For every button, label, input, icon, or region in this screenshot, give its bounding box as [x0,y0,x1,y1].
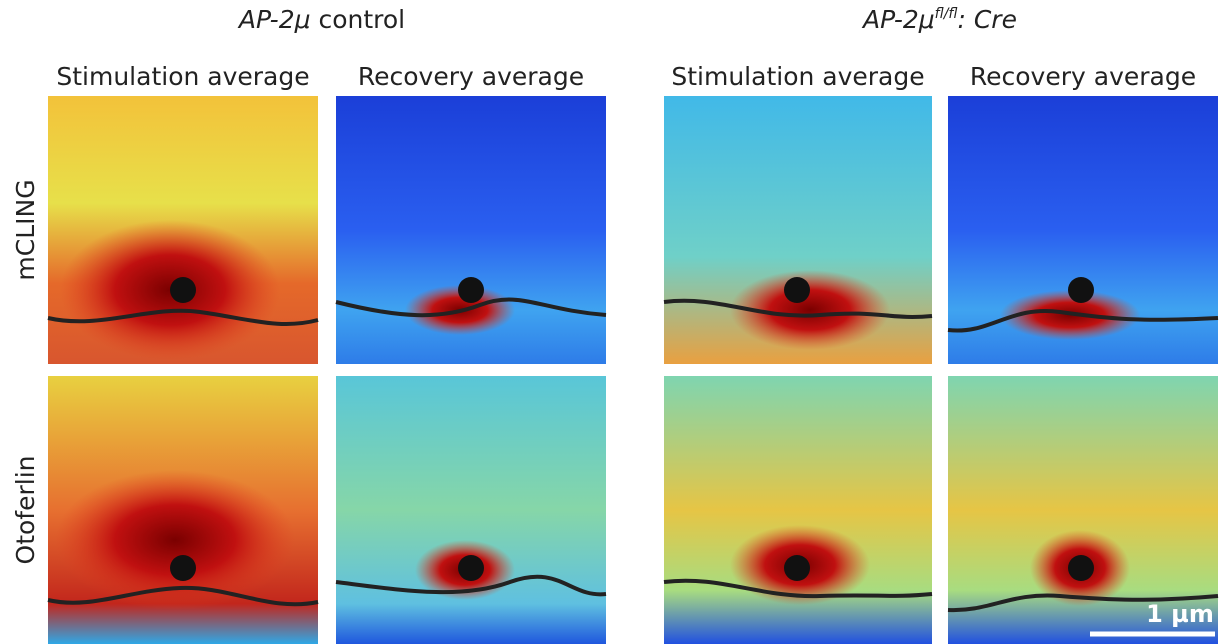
group-title-superscript: fl/fl [935,6,958,22]
panel [663,376,933,644]
group-title-italic: AP-2μ [861,5,935,34]
column-header: Recovery average [970,62,1196,91]
panel [947,96,1219,364]
group-title: AP-2μfl/fl: Cre [861,5,1017,34]
panel [947,376,1219,644]
panel [47,376,319,644]
group-title: AP-2μ control [237,5,405,34]
column-header: Stimulation average [671,62,924,91]
scale-bar-label: 1 µm [1146,600,1214,628]
panel [47,96,319,364]
group-title-italic: AP-2μ [237,5,311,34]
panel [335,96,607,364]
column-header: Recovery average [358,62,584,91]
column-header: Stimulation average [56,62,309,91]
row-label: mCLING [11,179,40,280]
panel [335,376,607,644]
group-title-italic: : Cre [957,5,1017,34]
row-label: Otoferlin [11,456,40,565]
group-title-text: control [311,5,406,34]
panel [663,96,933,364]
